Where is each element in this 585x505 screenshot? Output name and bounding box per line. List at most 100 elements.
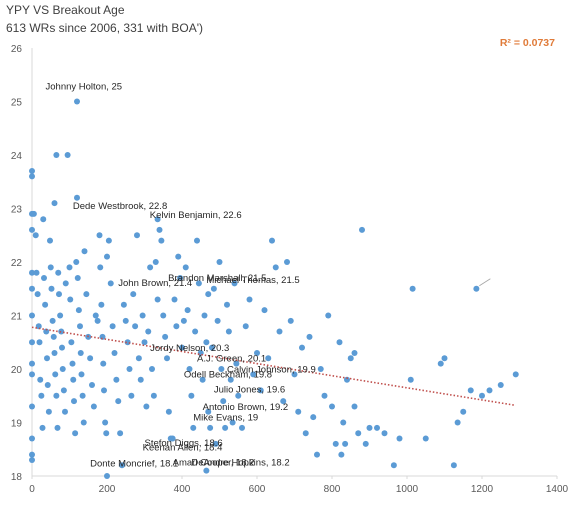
data-point xyxy=(147,264,154,271)
data-point xyxy=(113,376,120,383)
data-point xyxy=(246,296,253,303)
point-label: Antonio Brown, 19.2 xyxy=(203,402,289,413)
data-point xyxy=(98,301,105,308)
data-point xyxy=(126,366,133,372)
data-point xyxy=(66,264,73,271)
data-point xyxy=(201,312,208,319)
data-point xyxy=(205,291,212,298)
data-point xyxy=(42,301,49,308)
data-point xyxy=(109,323,116,330)
data-point xyxy=(29,371,35,378)
point-label: Brandon Marshall, 21.5 xyxy=(168,273,266,284)
data-point xyxy=(30,210,37,217)
data-point xyxy=(36,339,43,346)
data-point xyxy=(164,355,170,362)
data-point xyxy=(29,173,35,180)
data-point xyxy=(72,430,79,437)
data-point xyxy=(280,398,287,405)
data-point xyxy=(43,328,50,335)
data-point xyxy=(71,398,77,405)
chart-subtitle: 613 WRs since 2006, 331 with BOA') xyxy=(6,21,203,35)
data-point xyxy=(154,216,161,223)
chart-title: YPY VS Breakout Age xyxy=(6,3,125,17)
data-point xyxy=(467,387,474,394)
data-point xyxy=(355,430,362,437)
data-point xyxy=(276,328,283,335)
data-point xyxy=(366,424,373,431)
point-label: Michael Thomas, 21.5 xyxy=(206,275,299,286)
data-point xyxy=(29,285,35,292)
data-point xyxy=(359,226,365,233)
data-point xyxy=(220,398,227,405)
data-point xyxy=(104,473,110,479)
data-point xyxy=(362,440,369,447)
data-point xyxy=(74,98,80,105)
data-point xyxy=(56,291,62,298)
data-point xyxy=(94,317,101,324)
data-point xyxy=(239,424,245,431)
x-tick-label: 400 xyxy=(174,484,191,495)
data-point xyxy=(340,419,347,426)
data-point xyxy=(284,259,290,265)
data-point xyxy=(29,456,35,463)
data-point xyxy=(33,269,40,276)
x-tick-label: 1200 xyxy=(471,484,494,495)
data-point xyxy=(351,349,358,356)
data-point xyxy=(254,349,260,356)
point-label: Stefon Diggs, 18.6 xyxy=(145,438,223,449)
point-label: Jordy Nelson, 20.3 xyxy=(150,343,229,354)
data-point xyxy=(338,451,345,458)
data-point xyxy=(272,264,279,271)
y-tick-label: 24 xyxy=(11,151,23,162)
label-leader-line xyxy=(479,278,491,287)
data-point xyxy=(257,387,264,394)
data-point xyxy=(287,317,294,324)
data-point xyxy=(169,435,176,442)
data-point xyxy=(317,366,324,372)
data-point xyxy=(152,259,159,265)
data-point xyxy=(59,344,65,351)
data-point xyxy=(39,424,46,431)
data-point xyxy=(29,339,35,346)
data-point xyxy=(332,440,339,447)
data-point xyxy=(64,152,71,158)
data-point xyxy=(218,366,225,372)
trendline xyxy=(31,326,516,407)
data-point xyxy=(374,424,380,431)
data-point xyxy=(104,253,110,260)
data-point xyxy=(97,264,104,271)
data-point xyxy=(83,291,90,298)
data-point xyxy=(62,408,68,415)
data-point xyxy=(329,403,335,410)
data-point xyxy=(44,355,50,362)
data-point xyxy=(34,291,41,298)
data-point xyxy=(51,200,58,207)
data-point xyxy=(77,349,84,356)
data-point xyxy=(473,285,480,292)
point-label: Donte Moncrief, 18.1 xyxy=(90,459,178,470)
data-point xyxy=(437,360,444,367)
data-point xyxy=(269,237,275,244)
data-point xyxy=(188,392,195,399)
data-point xyxy=(62,280,69,287)
data-point xyxy=(295,408,302,415)
point-label: Mike Evans, 19 xyxy=(193,413,258,424)
point-label: DeAndre Hopkins, 18.2 xyxy=(191,457,289,468)
data-point xyxy=(50,333,57,340)
data-point xyxy=(70,376,77,383)
data-point xyxy=(175,253,182,260)
data-point xyxy=(55,269,62,276)
data-point xyxy=(29,226,35,233)
x-tick-label: 200 xyxy=(99,484,116,495)
data-point xyxy=(186,366,193,372)
data-point xyxy=(454,419,461,426)
y-tick-label: 20 xyxy=(11,365,23,376)
data-point xyxy=(128,392,135,399)
data-point xyxy=(77,323,83,330)
data-point xyxy=(130,291,137,298)
data-point xyxy=(233,360,240,367)
data-point xyxy=(29,312,35,319)
data-point xyxy=(35,323,42,330)
data-point xyxy=(192,328,199,335)
data-point xyxy=(47,237,53,244)
